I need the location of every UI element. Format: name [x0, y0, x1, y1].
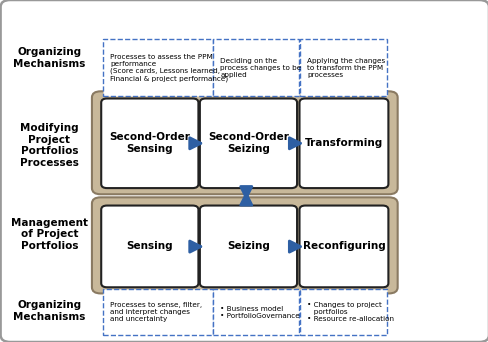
Text: Second-Order
Seizing: Second-Order Seizing [207, 132, 288, 154]
Text: Transforming: Transforming [304, 138, 382, 148]
FancyBboxPatch shape [213, 289, 298, 335]
Text: Modifying
Project
Portfolios
Processes: Modifying Project Portfolios Processes [20, 123, 79, 168]
FancyBboxPatch shape [103, 289, 213, 335]
Text: Sensing: Sensing [126, 241, 173, 251]
FancyBboxPatch shape [101, 206, 198, 287]
FancyBboxPatch shape [299, 206, 387, 287]
FancyBboxPatch shape [299, 39, 386, 96]
Text: Processes to assess the PPM
performance
(Score cards, Lessons learned,
Financial: Processes to assess the PPM performance … [110, 54, 228, 81]
FancyBboxPatch shape [101, 98, 198, 188]
Text: Applying the changes
to transform the PPM
processes: Applying the changes to transform the PP… [306, 57, 385, 78]
Text: • Changes to project
   portfolios
• Resource re-allocation: • Changes to project portfolios • Resour… [306, 302, 393, 322]
FancyBboxPatch shape [103, 39, 213, 96]
Text: Organizing
Mechanisms: Organizing Mechanisms [13, 47, 85, 69]
Text: Organizing
Mechanisms: Organizing Mechanisms [13, 300, 85, 322]
FancyBboxPatch shape [299, 98, 387, 188]
Text: Seizing: Seizing [226, 241, 269, 251]
Text: Second-Order
Sensing: Second-Order Sensing [109, 132, 190, 154]
Text: Reconfiguring: Reconfiguring [302, 241, 385, 251]
Text: Processes to sense, filter,
and interpret changes
and uncertainty: Processes to sense, filter, and interpre… [110, 302, 202, 322]
FancyBboxPatch shape [92, 197, 397, 293]
FancyBboxPatch shape [213, 39, 298, 96]
Text: Deciding on the
process changes to be
applied: Deciding on the process changes to be ap… [220, 57, 301, 78]
Text: Management
of Project
Portfolios: Management of Project Portfolios [11, 218, 88, 251]
FancyBboxPatch shape [200, 206, 296, 287]
FancyBboxPatch shape [92, 91, 397, 194]
FancyBboxPatch shape [200, 98, 296, 188]
FancyBboxPatch shape [299, 289, 386, 335]
Text: • Business model
• PortfolioGovernance: • Business model • PortfolioGovernance [220, 305, 300, 319]
